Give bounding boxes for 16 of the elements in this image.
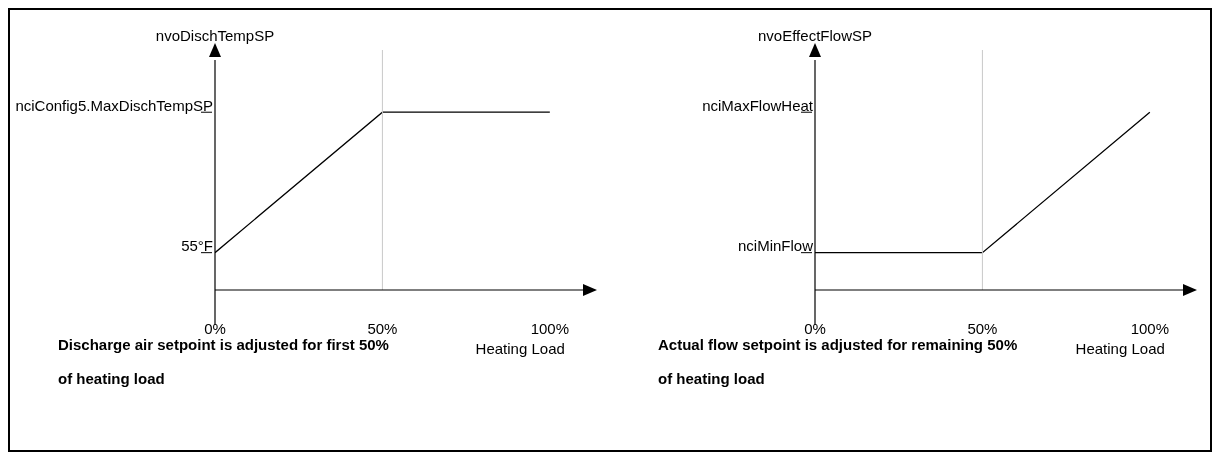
x-tick-label: 0% — [804, 319, 826, 337]
y-axis-title: nvoEffectFlowSP — [758, 26, 872, 44]
text: of heating load — [58, 369, 166, 389]
text: 55°F — [181, 237, 213, 255]
text: nciConfig5.MaxDischTempSP — [15, 96, 213, 114]
x-tick-label: 0% — [204, 319, 226, 337]
text: nciMaxFlowHeat — [702, 96, 814, 114]
y-axis-title: nvoDischTempSP — [155, 26, 275, 44]
x-axis-title: Heating Load — [1075, 339, 1165, 357]
text: nciMinFlow — [737, 237, 814, 255]
x-tick-label: 50% — [967, 319, 998, 337]
x-axis-title: Heating Load — [475, 339, 565, 357]
x-tick-label: 100% — [1130, 319, 1170, 337]
x-tick-label: 50% — [367, 319, 398, 337]
x-tick-label: 100% — [530, 319, 570, 337]
text: of heating load — [658, 369, 766, 389]
